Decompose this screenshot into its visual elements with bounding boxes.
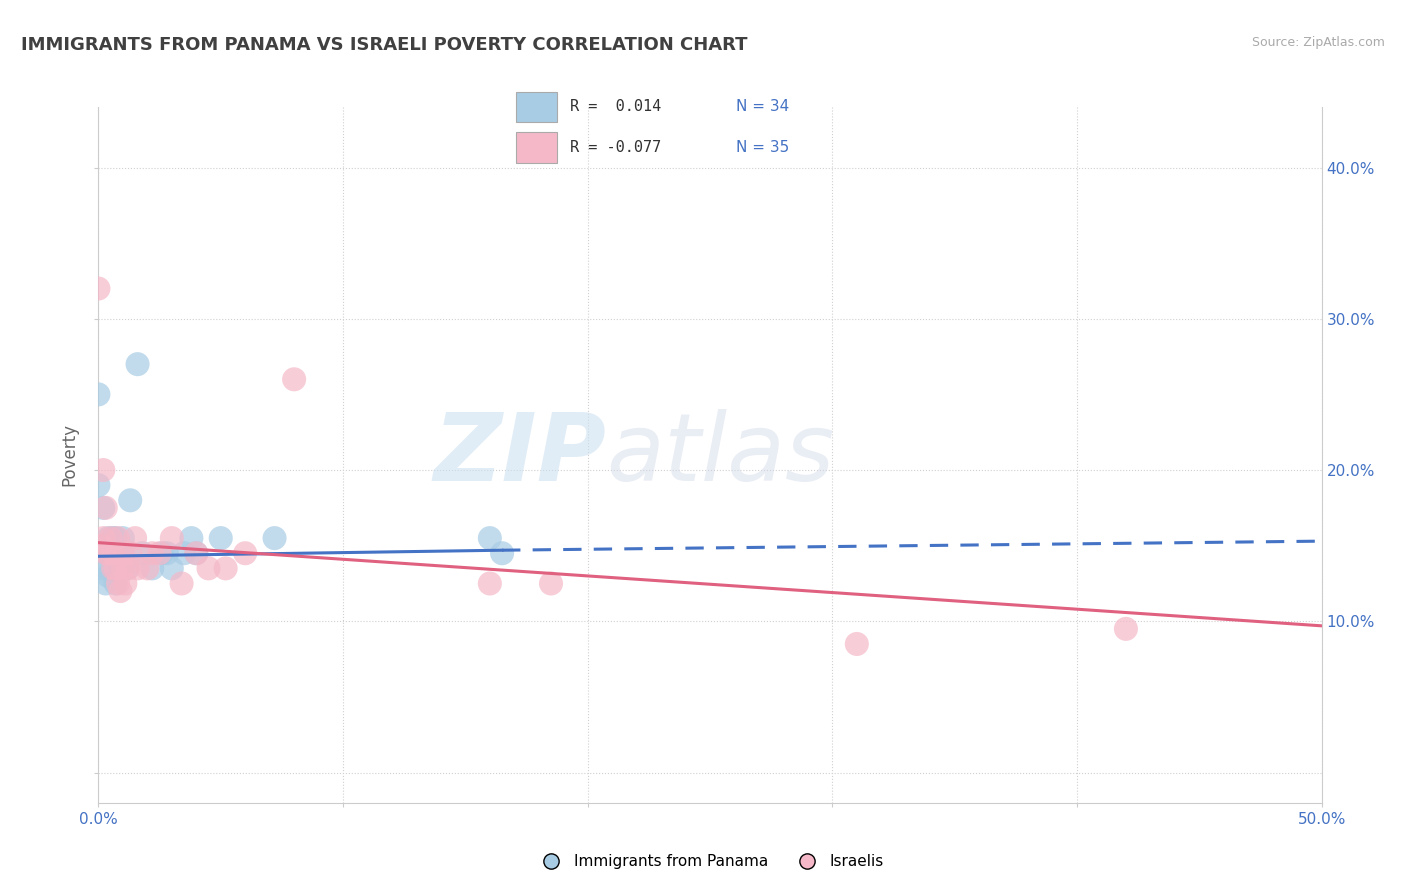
Point: [283, 372, 305, 386]
Point: [180, 531, 202, 545]
Point: [117, 561, 139, 575]
Point: [101, 531, 124, 545]
Point: [491, 546, 513, 560]
Point: [101, 561, 124, 575]
Point: [91, 561, 114, 575]
Point: [263, 531, 285, 545]
Point: [170, 576, 193, 591]
Point: [478, 531, 501, 545]
Point: [104, 531, 127, 545]
Text: N = 34: N = 34: [735, 99, 789, 114]
Point: [111, 561, 134, 575]
Point: [94, 500, 117, 515]
Point: [478, 576, 501, 591]
Point: [110, 561, 132, 575]
Point: [540, 576, 562, 591]
Point: [149, 546, 172, 560]
FancyBboxPatch shape: [516, 132, 557, 162]
Text: R =  0.014: R = 0.014: [571, 99, 662, 114]
Point: [110, 584, 132, 599]
Point: [120, 493, 142, 508]
Point: [111, 546, 134, 560]
Text: N = 35: N = 35: [735, 140, 789, 155]
Point: [100, 546, 122, 560]
Point: [101, 546, 124, 560]
Point: [156, 546, 179, 560]
Text: IMMIGRANTS FROM PANAMA VS ISRAELI POVERTY CORRELATION CHART: IMMIGRANTS FROM PANAMA VS ISRAELI POVERT…: [21, 36, 748, 54]
Point: [114, 554, 136, 568]
Point: [173, 546, 195, 560]
Point: [124, 531, 146, 545]
Point: [120, 546, 142, 560]
Point: [90, 539, 112, 553]
Point: [107, 554, 129, 568]
Legend: Immigrants from Panama, Israelis: Immigrants from Panama, Israelis: [530, 848, 890, 875]
Point: [131, 546, 153, 560]
Point: [1115, 622, 1137, 636]
Point: [186, 546, 208, 560]
Point: [111, 546, 134, 560]
Y-axis label: Poverty: Poverty: [60, 424, 79, 486]
Point: [100, 561, 122, 575]
Point: [186, 546, 208, 560]
Point: [107, 531, 129, 545]
Point: [97, 569, 120, 583]
Point: [87, 387, 110, 401]
Point: [111, 531, 134, 545]
Text: R = -0.077: R = -0.077: [571, 140, 662, 155]
Point: [97, 531, 120, 545]
Point: [107, 576, 129, 591]
Point: [97, 546, 120, 560]
Point: [94, 546, 117, 560]
Point: [214, 561, 236, 575]
Point: [141, 561, 163, 575]
Point: [91, 463, 114, 477]
Point: [104, 561, 127, 575]
Point: [197, 561, 219, 575]
Point: [101, 546, 124, 560]
Point: [91, 500, 114, 515]
Point: [160, 561, 183, 575]
Point: [141, 546, 163, 560]
Point: [117, 561, 139, 575]
Point: [87, 281, 110, 295]
Point: [233, 546, 256, 560]
Text: Source: ZipAtlas.com: Source: ZipAtlas.com: [1251, 36, 1385, 49]
Text: atlas: atlas: [606, 409, 834, 500]
FancyBboxPatch shape: [516, 92, 557, 122]
Text: ZIP: ZIP: [433, 409, 606, 501]
Point: [100, 531, 122, 545]
Point: [94, 576, 117, 591]
Point: [127, 561, 149, 575]
Point: [104, 576, 127, 591]
Point: [845, 637, 868, 651]
Point: [127, 357, 149, 371]
Point: [209, 531, 232, 545]
Point: [87, 478, 110, 492]
Point: [136, 561, 159, 575]
Point: [150, 546, 173, 560]
Point: [160, 531, 183, 545]
Point: [114, 576, 136, 591]
Point: [91, 531, 114, 545]
Point: [94, 546, 117, 560]
